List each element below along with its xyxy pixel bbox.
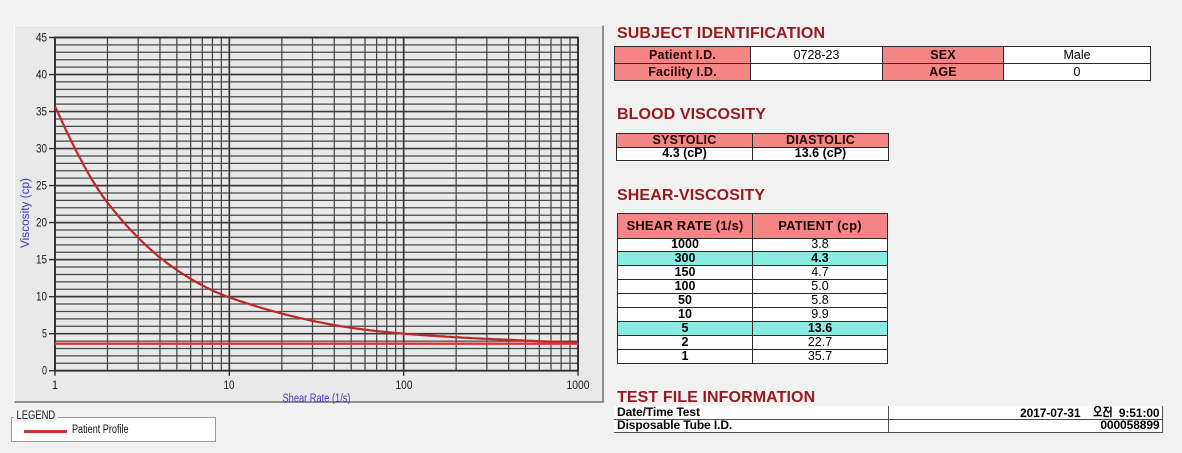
svg-text:40: 40 <box>36 67 47 81</box>
svg-text:Viscosity (cp): Viscosity (cp) <box>20 178 32 248</box>
svg-text:15: 15 <box>36 253 47 267</box>
svg-text:100: 100 <box>396 378 413 392</box>
svg-text:5: 5 <box>42 327 47 341</box>
svg-text:25: 25 <box>36 179 47 193</box>
svg-text:Shear Rate (1/s): Shear Rate (1/s) <box>283 393 351 404</box>
svg-text:45: 45 <box>36 30 47 44</box>
svg-text:1: 1 <box>52 378 58 392</box>
svg-text:10: 10 <box>36 290 47 304</box>
svg-text:10: 10 <box>224 378 235 392</box>
svg-text:1000: 1000 <box>567 378 590 392</box>
svg-text:20: 20 <box>36 216 47 230</box>
svg-text:0: 0 <box>42 364 47 378</box>
svg-text:30: 30 <box>36 142 47 156</box>
svg-text:35: 35 <box>36 104 47 118</box>
